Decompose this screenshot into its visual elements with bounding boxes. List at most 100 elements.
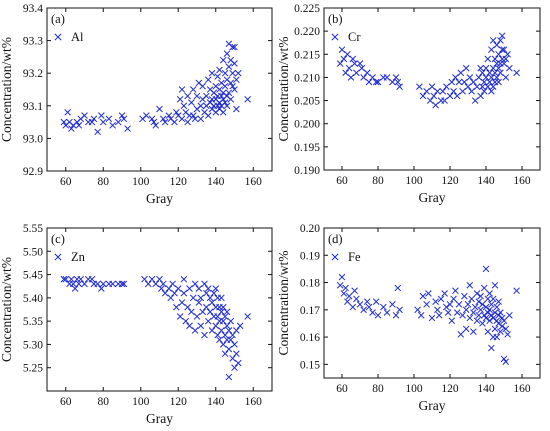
panel-c-data-point [195,285,203,292]
panel-d-data-point [389,301,396,308]
panel-a-y-tick-label: 93.2 [23,68,43,80]
panel-c-data-point [120,280,128,288]
panel-b-ticks: 60 80 100 120 140 160 0.190 0.195 0.200 0.205 0.21… [294,3,540,187]
panel-d-ticks: 60 80 100 120 140 160 0.15 0.16 0.17 0.18 0.19 0.20 [300,223,540,395]
panel-a-data-point [231,86,238,93]
panel-c-data-point [98,285,105,292]
panel-b-data-point [466,74,474,81]
panel-a-x-tick-label: 120 [170,176,188,188]
panel-a-data-point [233,76,240,84]
panel-a-data-point [99,118,107,126]
panel-d-data-point [470,328,477,335]
panel-c-data-point [109,280,116,288]
panel-d-data-point [486,306,493,314]
panel-c-data-point [182,317,190,325]
panel-a-data-point [171,118,178,126]
panel-c-data-point [169,280,176,288]
panel-d-data-point [475,298,483,305]
panel-b-data-point [351,60,358,67]
panel-a-data-point [189,112,197,119]
panel-b-data-point [363,69,371,77]
panel-c-x-tick-label: 60 [60,396,72,408]
panel-a-data-point [120,115,128,123]
panel-b: 60 80 100 120 140 160 0.190 0.195 0.200 0.205 0.21… [276,3,541,205]
panel-d-data-point [497,328,504,335]
panel-b-data-point [453,92,461,100]
panel-d-data-point [497,309,504,316]
panel-c-data-point [221,331,229,339]
panel-d-data-point [495,298,502,305]
panel-b-data-point [486,78,493,86]
panel-b-data-point [441,97,448,104]
panel-c-x-tick-label: 160 [245,396,263,408]
panel-c-data-point [201,280,208,288]
panel-a-data-point [233,105,240,113]
panel-c-data-point [219,341,227,348]
panel-d-data-point [493,303,501,311]
panel-c-data-point [197,322,205,330]
panel-c-data-point [231,364,238,372]
panel-c-data-point [71,285,79,292]
panel-c-data-point [167,294,175,302]
panel-d-data-point [491,309,499,316]
panel-a-data-point [165,112,173,119]
panel-d-data-point [513,287,520,295]
panel-b-data-point [439,88,447,95]
panel-c-data-point [161,289,169,297]
panel-a-data-point [178,86,186,93]
panel-c-data-point [203,303,210,311]
panel-d-data-point [455,301,463,308]
panel-d: 60 80 100 120 140 160 0.15 0.16 0.17 0.18 0.19 0.20… [276,223,541,413]
panel-a-x-axis-title: Gray [146,191,173,206]
panel-b-plot-frame [323,7,541,171]
panel-a-data-point [94,128,101,136]
panel-c-data-point [75,280,83,288]
panel-a-data-point [227,79,235,87]
panel-c-data-point [193,313,201,320]
panel-a-data-point [81,112,88,119]
panel-a-x-tick-label: 60 [60,176,72,188]
panel-c-data-point [208,327,216,334]
panel-b-data-point [482,64,490,72]
panel-a-data-point [178,115,186,123]
panel-c-x-axis-title: Gray [146,411,173,426]
panel-a-data-point [229,69,236,77]
panel-c-data-point [210,289,218,297]
panel-a-plot-frame [46,7,273,172]
panel-c-data-point [214,313,221,320]
panel-c-data-point [180,289,188,297]
panel-d-data-point [369,309,376,316]
panel-c-points [60,275,251,381]
panel-d-data-point [477,292,484,300]
panel-b-data-point [392,74,400,81]
panel-a-data-point [225,89,233,97]
panel-d-data-point [446,301,454,308]
panel-c-data-point [60,275,68,283]
panel-b-data-point [450,88,457,95]
panel-a-y-tick-label: 93.4 [23,3,43,15]
panel-d-data-point [363,298,371,305]
panel-b-x-tick-label: 140 [477,175,495,187]
panel-b-data-point [484,55,492,63]
panel-d-data-point [475,311,483,319]
panel-a-data-point [234,69,242,77]
panel-b-data-point [338,46,346,53]
panel-c-y-tick-label: 5.50 [23,246,43,258]
panel-d-y-tick-label: 0.15 [300,359,320,371]
panel-a-data-point [216,66,223,74]
panel-b-legend-label: Cr [348,30,361,44]
panel-a: 60 80 100 120 140 160 92.9 93.0 93.1 93.2 93.3 93.4… [0,3,273,206]
panel-d-legend-label: Fe [348,250,361,264]
panel-b-x-tick-label: 60 [336,175,348,187]
panel-c-data-point [173,303,180,311]
panel-b-data-point [349,55,357,63]
panel-b-data-point [448,78,456,86]
panel-b-points [336,32,520,109]
panel-c-data-point [233,350,240,358]
panel-a-data-point [225,63,233,70]
panel-b-data-point [486,69,493,77]
panel-d-data-point [419,292,427,300]
panel-b-data-point [480,88,488,95]
panel-b-data-point [500,46,508,53]
